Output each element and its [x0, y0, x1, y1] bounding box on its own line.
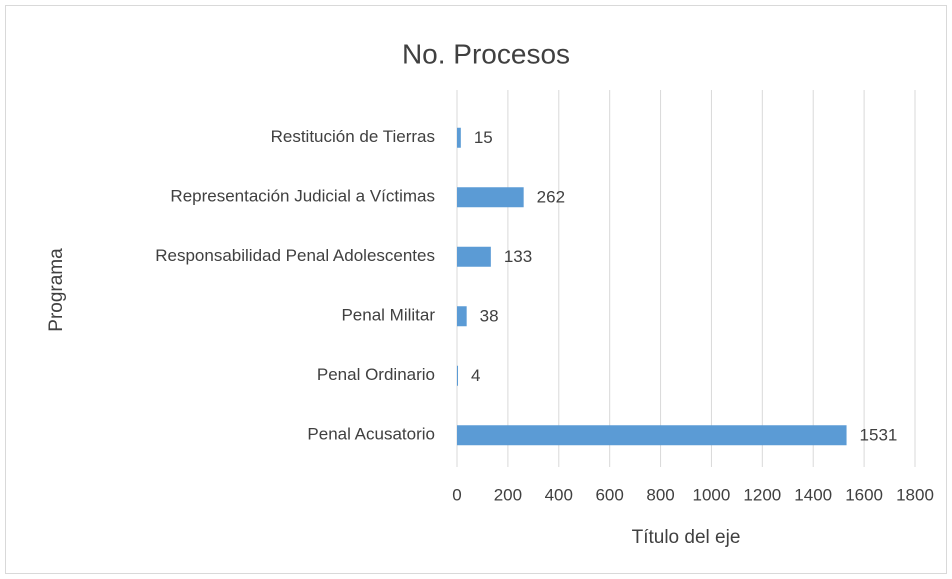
data-label: 38 — [480, 307, 499, 326]
x-tick-label: 1000 — [693, 485, 731, 504]
x-tick-label: 200 — [494, 485, 522, 504]
x-tick-label: 1400 — [794, 485, 832, 504]
chart-border — [5, 5, 947, 574]
x-tick-label: 400 — [545, 485, 573, 504]
bar — [457, 246, 491, 267]
y-tick-label: Responsabilidad Penal Adolescentes — [155, 246, 435, 265]
data-label: 262 — [537, 188, 565, 207]
y-tick-label: Penal Ordinario — [317, 365, 435, 384]
x-tick-label: 800 — [646, 485, 674, 504]
bar — [457, 127, 461, 148]
data-label: 1531 — [860, 426, 898, 445]
x-tick-label: 600 — [595, 485, 623, 504]
x-tick-label: 1200 — [743, 485, 781, 504]
y-tick-label: Penal Militar — [341, 306, 435, 325]
x-axis-title: Título del eje — [632, 527, 741, 548]
x-tick-label: 1600 — [845, 485, 883, 504]
data-label: 133 — [504, 247, 532, 266]
bar — [457, 187, 524, 208]
bar — [457, 425, 847, 446]
x-tick-label: 0 — [452, 485, 461, 504]
y-tick-label: Restitución de Tierras — [271, 127, 435, 146]
data-label: 4 — [471, 366, 480, 385]
y-axis-title: Programa — [46, 248, 67, 332]
y-tick-label: Representación Judicial a Víctimas — [170, 187, 435, 206]
chart-title: No. Procesos — [402, 38, 570, 69]
x-tick-label: 1800 — [896, 485, 934, 504]
data-label: 15 — [474, 128, 493, 147]
y-tick-label: Penal Acusatorio — [307, 425, 435, 444]
bar — [457, 306, 467, 327]
bar — [457, 365, 459, 386]
